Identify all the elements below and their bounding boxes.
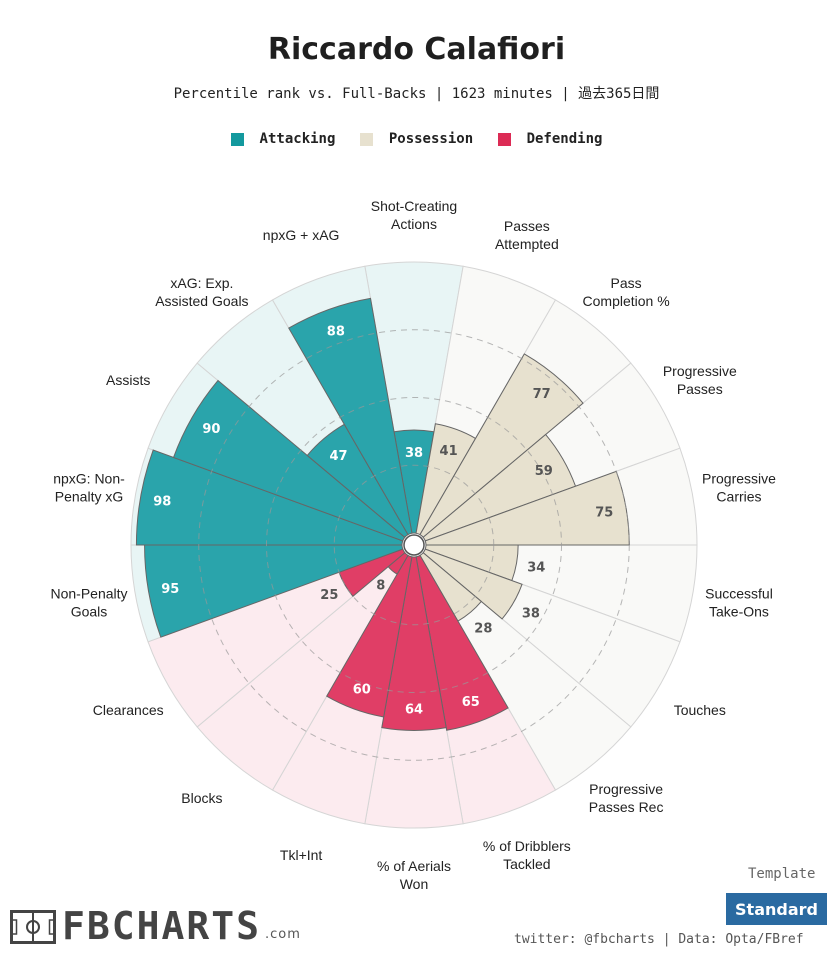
grid-ring — [198, 329, 630, 761]
category-label: Clearances — [93, 702, 164, 718]
value-label: 38 — [522, 606, 540, 621]
logo-suffix: .com — [265, 927, 301, 942]
bar-progressive-carries — [424, 470, 630, 546]
category-label: Touches — [674, 702, 726, 718]
center-hole — [403, 534, 425, 556]
category-label: % of Dribblers Tackled — [483, 838, 571, 872]
value-label: 98 — [153, 495, 171, 510]
value-label: 25 — [320, 588, 338, 603]
category-label: npxG + xAG — [263, 227, 340, 243]
bar--of-aerials-won — [381, 556, 447, 731]
category-label: Progressive Passes Rec — [589, 781, 664, 815]
bar-npxg-xag — [288, 297, 413, 536]
value-label: 64 — [405, 702, 423, 717]
legend-swatch-possession — [359, 132, 373, 146]
value-label: 88 — [327, 324, 345, 339]
value-label: 8 — [376, 579, 385, 594]
value-label: 41 — [440, 444, 458, 459]
template-badge[interactable]: Standard — [726, 893, 827, 925]
chart-title: Riccardo Calafiori — [267, 32, 566, 67]
pitch-icon — [10, 910, 56, 944]
category-label: Non-Penalty Goals — [50, 585, 127, 619]
category-label: % of Aerials Won — [377, 858, 451, 892]
logo-text: FBCHARTS — [62, 904, 262, 948]
value-label: 77 — [533, 387, 551, 402]
value-label: 34 — [527, 561, 545, 576]
legend-swatch-attacking — [230, 132, 244, 146]
template-label: Template — [748, 866, 816, 882]
category-label: Blocks — [181, 790, 222, 806]
category-label: Passes Attempted — [495, 218, 559, 252]
category-label: Shot-Creating Actions — [371, 198, 457, 232]
bar-assists — [172, 379, 406, 542]
legend: Attacking Possession Defending — [0, 131, 833, 150]
category-label: xAG: Exp. Assisted Goals — [155, 275, 248, 309]
value-label: 38 — [405, 446, 423, 461]
legend-label-attacking: Attacking — [259, 131, 336, 147]
category-label: Progressive Passes — [663, 363, 737, 397]
value-label: 47 — [330, 449, 348, 464]
category-label: Assists — [106, 372, 150, 388]
bar-pass-completion- — [419, 353, 584, 538]
legend-item-defending: Defending — [497, 131, 603, 147]
value-label: 75 — [595, 505, 613, 520]
value-label: 28 — [474, 622, 492, 637]
fbcharts-logo: FBCHARTS .com — [10, 904, 301, 948]
legend-label-defending: Defending — [526, 131, 603, 147]
grid-ring — [266, 397, 562, 693]
grid-ring — [333, 464, 495, 626]
category-label: Tkl+Int — [280, 847, 323, 863]
chart-subtitle: Percentile rank vs. Full-Backs | 1623 mi… — [173, 86, 660, 102]
value-label: 95 — [161, 582, 179, 597]
value-label: 60 — [353, 682, 371, 697]
bar-npxg-non-penalty-xg — [135, 449, 404, 546]
category-label: Pass Completion % — [583, 275, 670, 309]
category-label: Progressive Carries — [702, 471, 776, 505]
legend-item-possession: Possession — [359, 131, 474, 147]
value-label: 90 — [202, 422, 220, 437]
value-label: 59 — [535, 464, 553, 479]
category-label: npxG: Non-Penalty xG — [53, 471, 125, 505]
value-label: 65 — [462, 695, 480, 710]
legend-label-possession: Possession — [388, 131, 474, 147]
category-label: Successful Take-Ons — [705, 585, 773, 619]
legend-swatch-defending — [497, 132, 511, 146]
legend-item-attacking: Attacking — [230, 131, 336, 147]
credit-text: twitter: @fbcharts | Data: Opta/FBref — [514, 932, 804, 947]
